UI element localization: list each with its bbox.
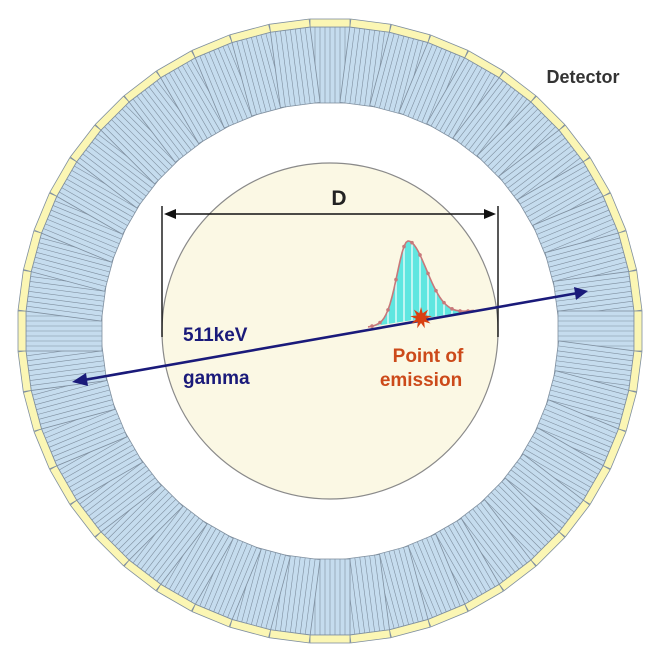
- distribution-point: [386, 308, 390, 312]
- detector-module: [516, 427, 611, 505]
- distribution-point: [418, 253, 422, 257]
- detector-module: [69, 124, 162, 209]
- diameter-arrow: [164, 209, 496, 219]
- detector-module: [339, 553, 392, 644]
- emission-label: emission: [380, 370, 462, 391]
- distribution-point: [410, 240, 414, 245]
- emission-distribution: [367, 240, 475, 328]
- detector-module: [268, 18, 321, 109]
- point-of-emission-label: Point of: [393, 346, 464, 367]
- distribution-point: [458, 309, 462, 313]
- detector-module: [49, 427, 144, 505]
- distribution-point: [434, 288, 438, 293]
- distribution-point: [378, 320, 382, 325]
- detector-module: [123, 499, 208, 592]
- detector-module: [552, 269, 643, 322]
- distribution-area: [368, 241, 474, 327]
- detector-module: [69, 453, 162, 538]
- gamma-arrowhead-right: [574, 287, 588, 300]
- detector-module: [156, 517, 234, 612]
- detector-module: [452, 499, 537, 592]
- distribution-point: [450, 307, 454, 311]
- gamma-ray-line: [72, 287, 588, 386]
- diameter-label: D: [331, 187, 346, 210]
- detector-module: [516, 157, 611, 235]
- distribution-point: [394, 277, 398, 282]
- detector-module: [426, 517, 504, 612]
- distribution-point: [426, 271, 430, 276]
- detector-ring: [17, 18, 643, 644]
- distribution-point: [442, 300, 446, 305]
- gamma-label: gamma: [183, 368, 250, 389]
- detector-module: [156, 50, 234, 145]
- distribution-curve: [367, 240, 475, 328]
- gamma-arrowhead-left: [72, 373, 88, 386]
- detector-module: [532, 399, 627, 470]
- emission-point-star: [410, 307, 432, 329]
- detector-module: [532, 192, 627, 263]
- detector-module: [33, 192, 128, 263]
- distribution-point: [370, 324, 374, 328]
- energy-label: 511keV: [183, 325, 248, 346]
- detector-module: [309, 558, 351, 644]
- detector-label: Detector: [546, 67, 619, 87]
- detector-module: [557, 310, 643, 352]
- detector-module: [17, 310, 103, 352]
- distribution-point: [402, 244, 406, 249]
